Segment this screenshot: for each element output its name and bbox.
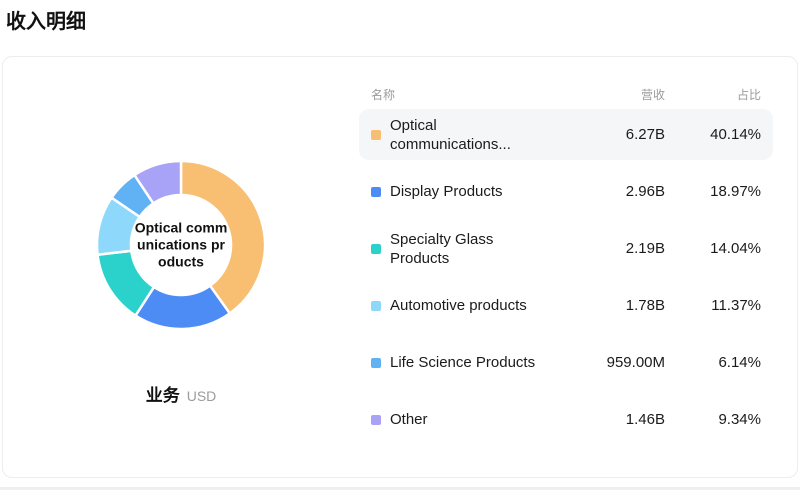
revenue-breakdown-card: Optical communications products 业务 USD 名… [2, 56, 798, 478]
chart-footer: 业务 USD [146, 381, 217, 406]
row-name: Specialty Glass Products [390, 230, 494, 267]
donut-center-label: Optical communications products [134, 219, 228, 270]
header-revenue: 营收 [640, 87, 665, 102]
donut-chart-wrap: Optical communications products [91, 155, 271, 335]
legend-swatch [371, 243, 381, 254]
row-revenue: 1.78B [625, 297, 665, 314]
row-revenue: 6.27B [625, 126, 665, 143]
legend-swatch [371, 357, 381, 368]
donut-segment[interactable] [133, 159, 183, 205]
page-title: 收入明细 [6, 11, 86, 33]
table-header-row: 名称 营收 占比 [359, 83, 773, 105]
table-row[interactable]: Display Products 2.96B 18.97% [359, 166, 773, 217]
table-row[interactable]: Automotive products 1.78B 11.37% [359, 280, 773, 331]
row-name: Optical communications... [390, 116, 511, 153]
row-name: Automotive products [390, 297, 527, 314]
row-percent: 14.04% [710, 240, 761, 257]
chart-footer-label: 业务 [145, 386, 180, 405]
table-row[interactable]: Other 1.46B 9.34% [359, 394, 773, 445]
row-revenue: 2.96B [625, 183, 665, 200]
row-revenue: 2.19B [625, 240, 665, 257]
row-percent: 6.14% [718, 354, 761, 371]
legend-swatch [371, 186, 381, 197]
row-revenue: 959.00M [606, 354, 665, 371]
row-percent: 40.14% [710, 126, 761, 143]
table-row[interactable]: Specialty Glass Products 2.19B 14.04% [359, 223, 773, 274]
row-revenue: 1.46B [625, 411, 665, 428]
header-name: 名称 [371, 87, 396, 102]
revenue-table: 名称 营收 占比 Optical communications... 6.27B… [359, 57, 797, 477]
row-percent: 18.97% [710, 183, 761, 200]
row-name: Other [390, 411, 428, 428]
row-percent: 11.37% [711, 297, 761, 314]
header-percent: 占比 [736, 87, 761, 102]
legend-swatch [371, 300, 381, 311]
donut-segment[interactable] [179, 159, 267, 315]
chart-column: Optical communications products 业务 USD [3, 57, 359, 477]
chart-footer-unit: USD [186, 388, 217, 404]
row-name: Display Products [390, 183, 503, 200]
donut-chart[interactable] [91, 155, 271, 335]
row-percent: 9.34% [718, 411, 761, 428]
legend-swatch [371, 414, 381, 425]
table-row[interactable]: Life Science Products 959.00M 6.14% [359, 337, 773, 388]
table-row[interactable]: Optical communications... 6.27B 40.14% [359, 109, 773, 160]
row-name: Life Science Products [390, 354, 536, 371]
legend-swatch [371, 129, 381, 140]
